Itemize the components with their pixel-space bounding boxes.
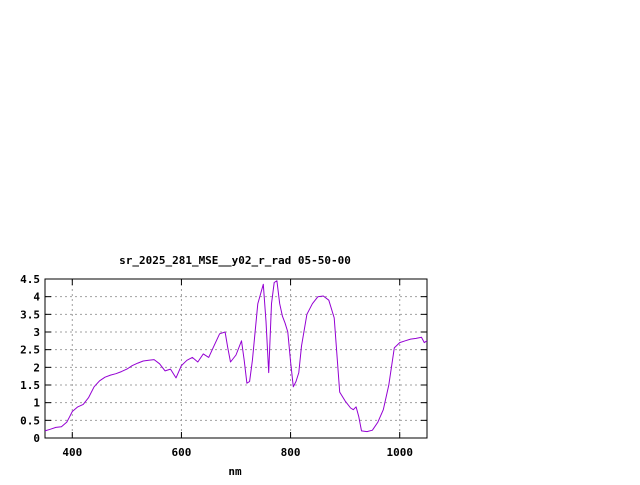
y-tick-label: 1 — [33, 397, 40, 410]
chart-title: sr_2025_281_MSE__y02_r_rad 05-50-00 — [119, 254, 351, 267]
x-axis-label: nm — [228, 465, 242, 478]
y-tick-label: 4.5 — [20, 273, 40, 286]
y-tick-label: 0 — [33, 432, 40, 445]
series-layer — [44, 280, 428, 433]
x-tick-label: 800 — [281, 446, 301, 459]
axis-ticks — [45, 278, 427, 439]
y-tick-label: 4 — [33, 291, 40, 304]
y-tick-label: 3.5 — [20, 308, 40, 321]
y-tick-label: 2.5 — [20, 344, 40, 357]
y-tick-label: 2 — [33, 361, 40, 374]
grid — [45, 279, 427, 438]
series-line — [44, 280, 428, 433]
y-tick-label: 0.5 — [20, 414, 40, 427]
plot-frame — [44, 278, 428, 439]
y-tick-label: 1.5 — [20, 379, 40, 392]
x-tick-label: 400 — [62, 446, 82, 459]
y-tick-label: 3 — [33, 326, 40, 339]
tick-labels: 0 0.5 1 1.5 2 2.5 3 3.5 4 4.5 400 600 800 1000 — [20, 273, 413, 459]
x-tick-label: 600 — [171, 446, 191, 459]
x-tick-label: 1000 — [386, 446, 413, 459]
